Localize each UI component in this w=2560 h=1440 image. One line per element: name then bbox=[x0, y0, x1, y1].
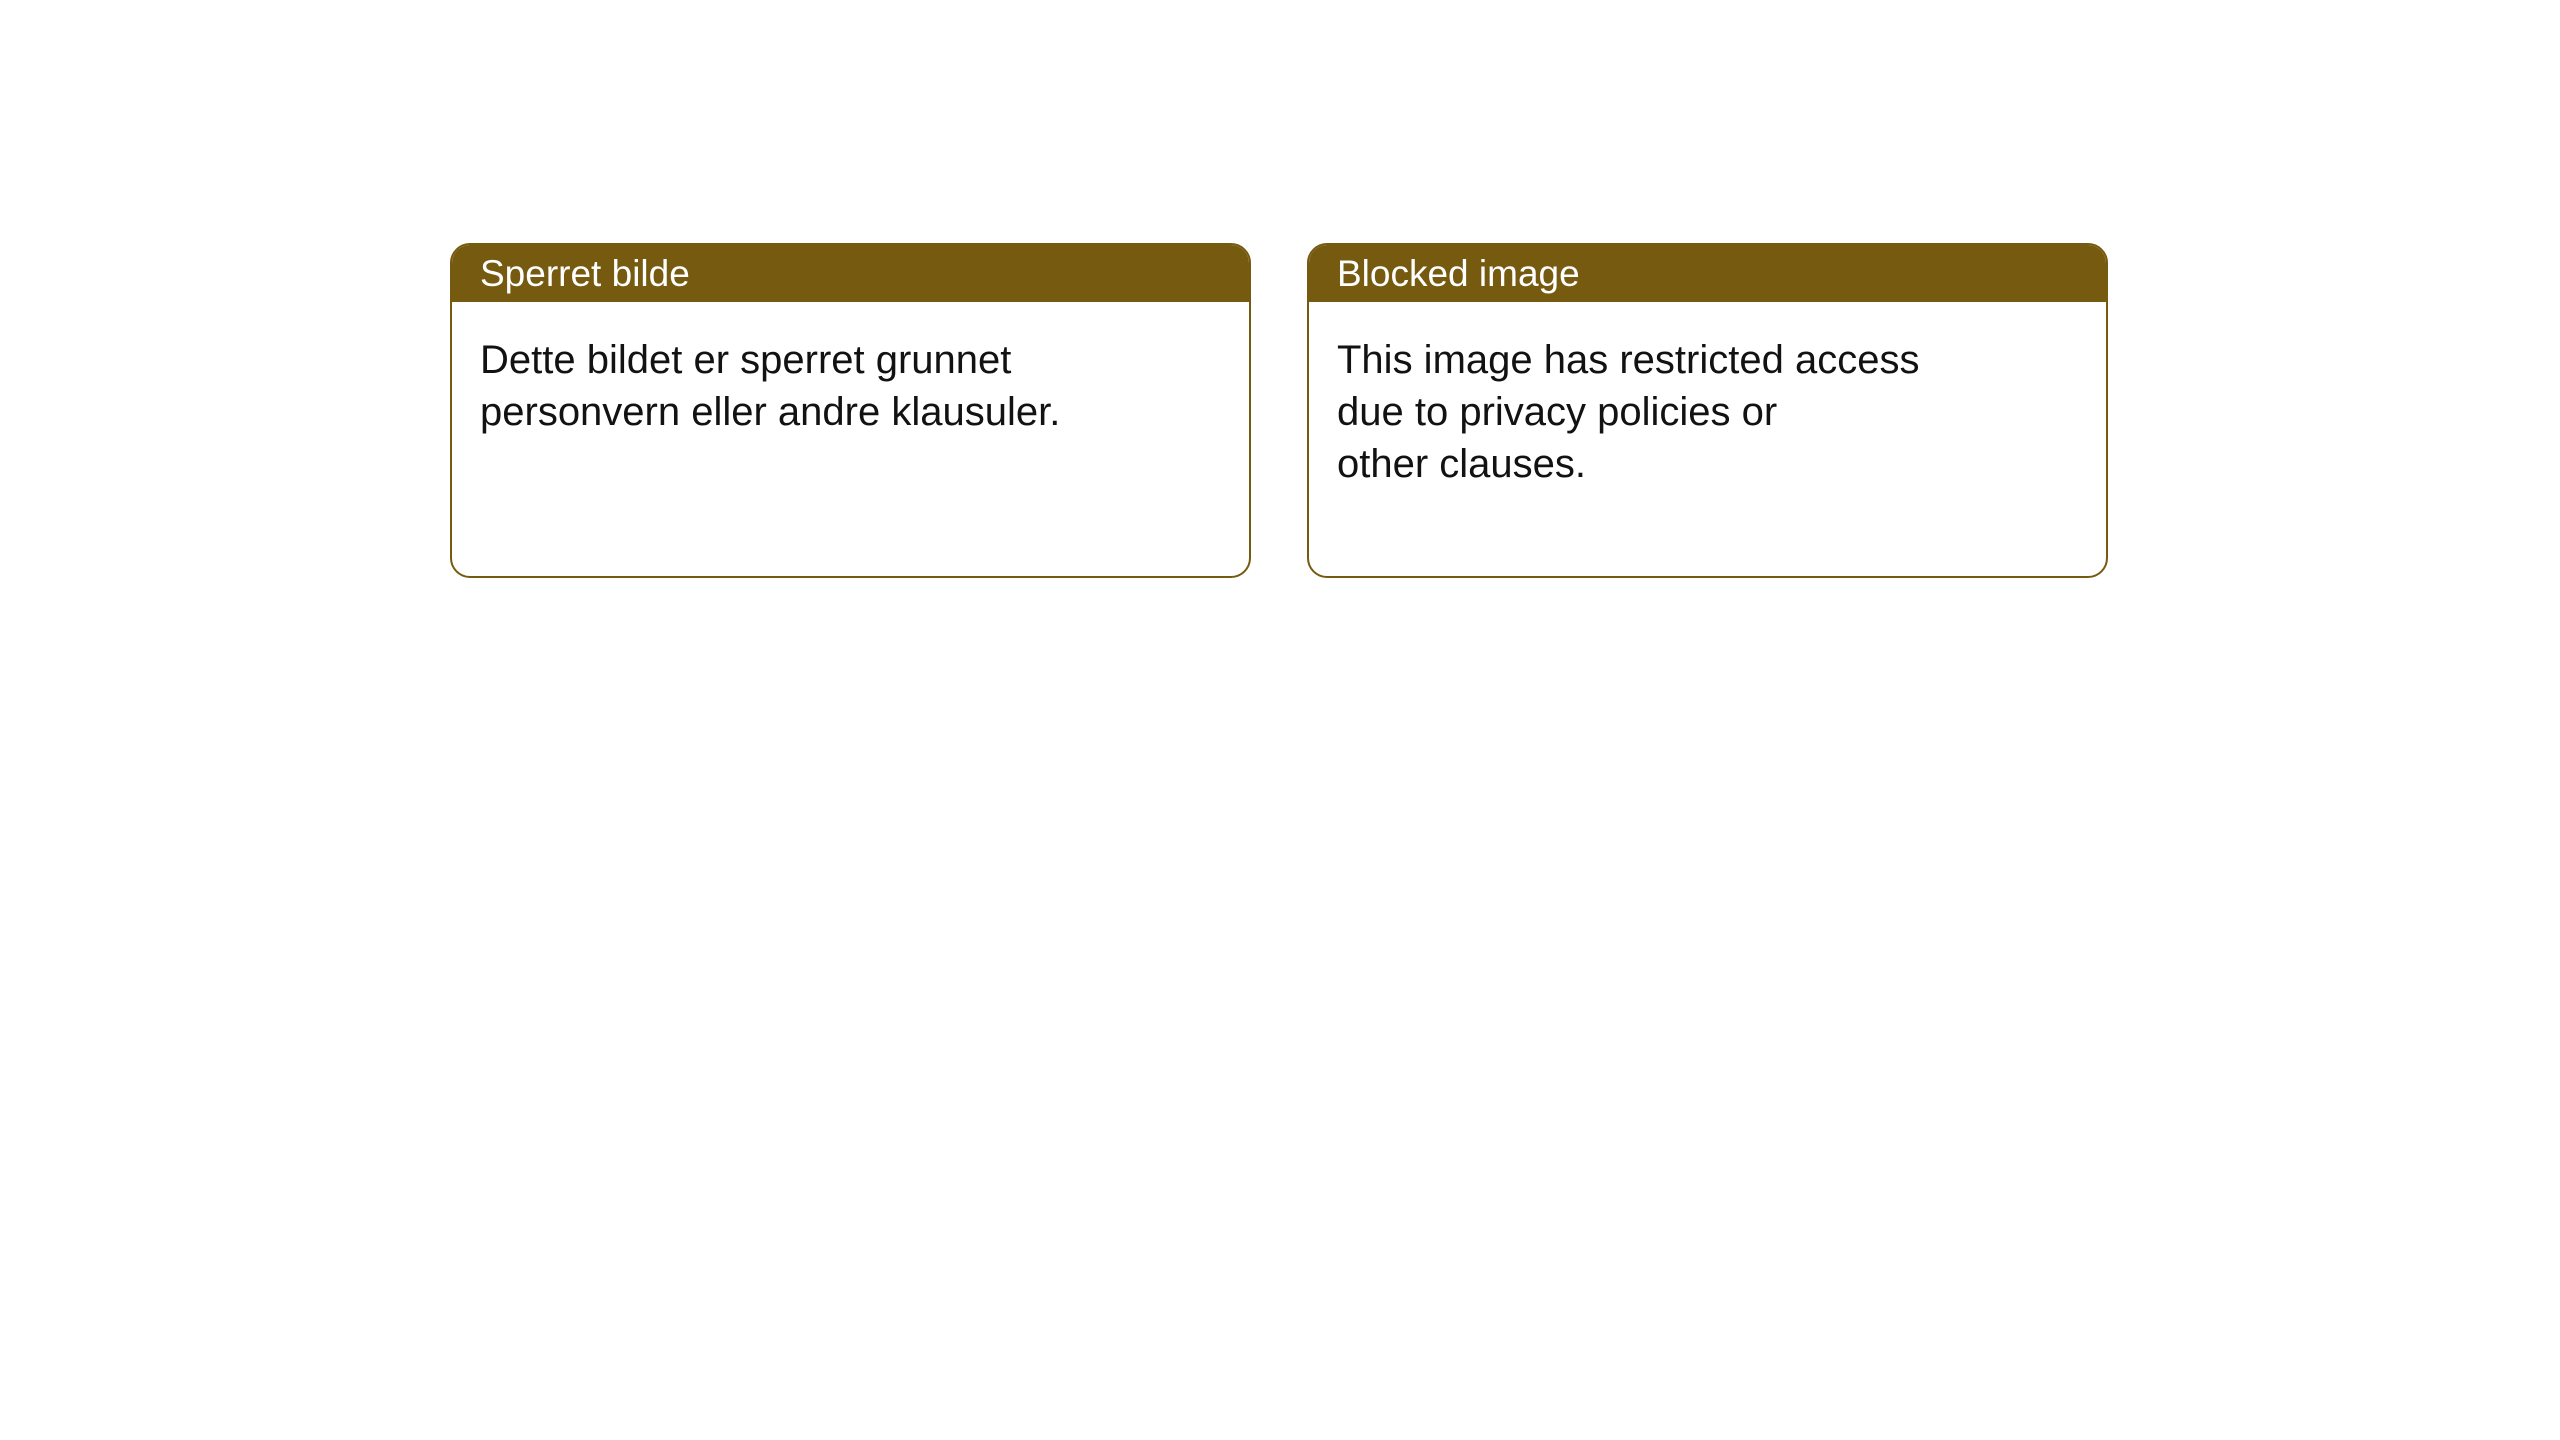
notice-card-header: Blocked image bbox=[1309, 245, 2106, 302]
notice-card-header: Sperret bilde bbox=[452, 245, 1249, 302]
notice-card-line: This image has restricted access bbox=[1337, 334, 2078, 386]
notice-card-line: Dette bildet er sperret grunnet bbox=[480, 334, 1221, 386]
notice-card-line: other clauses. bbox=[1337, 438, 2078, 490]
notice-card-line: due to privacy policies or bbox=[1337, 386, 2078, 438]
notice-card-no: Sperret bilde Dette bildet er sperret gr… bbox=[450, 243, 1251, 578]
notice-card-en: Blocked image This image has restricted … bbox=[1307, 243, 2108, 578]
notice-cards-row: Sperret bilde Dette bildet er sperret gr… bbox=[450, 243, 2108, 578]
notice-card-body: Dette bildet er sperret grunnet personve… bbox=[452, 302, 1249, 438]
notice-card-body: This image has restricted access due to … bbox=[1309, 302, 2106, 490]
notice-card-title: Sperret bilde bbox=[480, 253, 690, 295]
notice-card-line: personvern eller andre klausuler. bbox=[480, 386, 1221, 438]
notice-card-title: Blocked image bbox=[1337, 253, 1580, 295]
